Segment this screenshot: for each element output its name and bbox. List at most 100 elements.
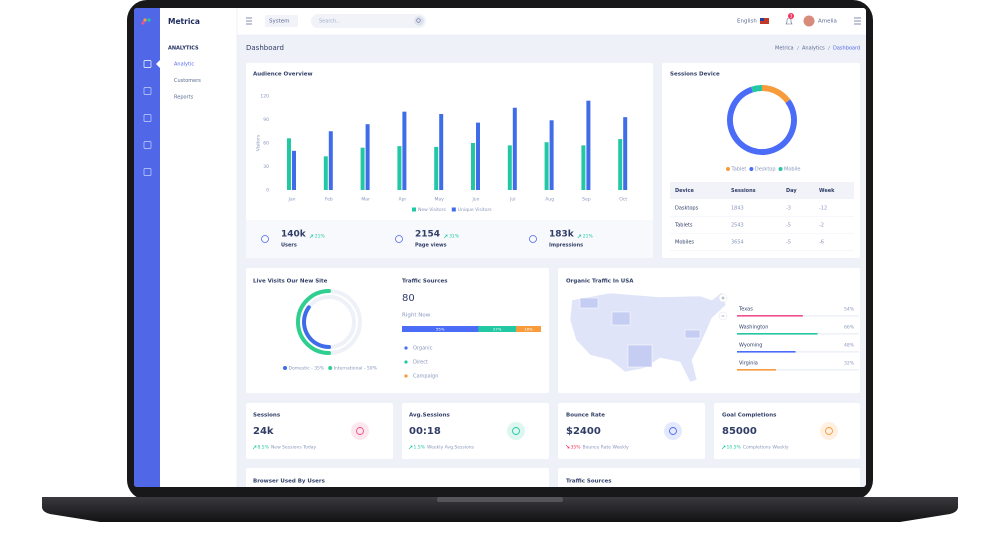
card-value: 85000: [722, 426, 757, 437]
legend-label: Domestic - 35%: [289, 366, 325, 372]
legend-swatch: [451, 207, 456, 212]
bar: [471, 143, 475, 190]
legend-label: Mobile: [784, 167, 800, 173]
table-header-cell: Sessions: [731, 188, 756, 194]
table-header-cell: Day: [786, 188, 797, 194]
table-cell: -2: [819, 223, 824, 229]
sidebar-icon[interactable]: [143, 114, 152, 122]
progress-segment: [515, 326, 541, 332]
y-axis-label: Visitors: [256, 134, 262, 151]
card-icon-bg: [507, 422, 525, 440]
donut-segment: [727, 86, 797, 155]
hbar: [737, 351, 796, 353]
region-value: 48%: [844, 343, 855, 349]
arrow-up: [252, 445, 257, 450]
progress-label: 27%: [493, 326, 502, 331]
search-box[interactable]: [311, 14, 426, 28]
arrow-up: [309, 234, 314, 239]
donut-segment: [761, 85, 791, 104]
bar: [618, 139, 623, 190]
legend-dot: [328, 366, 333, 370]
card: [246, 63, 653, 258]
region-label: Wyoming: [739, 343, 762, 349]
brand: Metrica: [168, 17, 200, 26]
bar: [586, 100, 591, 190]
card-icon-bg: [351, 422, 369, 440]
user-name[interactable]: Amelia: [818, 19, 837, 25]
table-cell: -6: [819, 240, 824, 246]
highlighted-state: [684, 329, 701, 339]
table-cell: -5: [786, 223, 791, 229]
card: [714, 403, 860, 459]
legend-label: Organic: [413, 346, 433, 352]
region-label: Texas: [738, 307, 753, 313]
stat-icon: [261, 235, 269, 243]
current-label: Right Now: [402, 313, 431, 319]
region-value: 54%: [844, 307, 855, 313]
menu-item[interactable]: Reports: [174, 95, 194, 101]
sidebar-icon[interactable]: [143, 168, 152, 176]
menu-item[interactable]: Customers: [174, 78, 201, 84]
current-value: 80: [402, 293, 415, 304]
card-icon: [356, 427, 364, 435]
laptop-notch: [437, 497, 563, 502]
search-icon: [416, 18, 421, 23]
search-button[interactable]: [414, 16, 424, 26]
sidebar-icon[interactable]: [143, 87, 152, 95]
stat-label: Impressions: [549, 243, 583, 249]
breadcrumb[interactable]: Analytics: [802, 46, 825, 52]
logo-dot: [143, 18, 147, 22]
donut-segment: [751, 85, 763, 93]
legend-dot: [778, 167, 783, 171]
breadcrumb-separator: [827, 45, 831, 51]
arrow-up: [408, 445, 413, 450]
system-dropdown[interactable]: [265, 15, 298, 27]
bar: [581, 145, 586, 190]
card-value: 00:18: [409, 426, 441, 437]
bar: [365, 124, 370, 190]
radial-bar: [296, 289, 331, 355]
menu-sidebar: [160, 8, 237, 487]
avatar[interactable]: [803, 15, 815, 27]
bar: [434, 146, 439, 190]
table-cell: -3: [786, 206, 791, 212]
bar: [402, 111, 407, 190]
logo-dot: [141, 21, 145, 25]
badge: [788, 13, 794, 19]
card-change: 35%: [571, 445, 582, 451]
sidebar-icon[interactable]: [143, 141, 152, 149]
menu-item[interactable]: Analytic: [174, 62, 194, 68]
stat-label: Page views: [415, 243, 447, 249]
bar: [549, 120, 554, 190]
hbar: [737, 315, 803, 317]
legend-label: Unique Visitors: [458, 207, 492, 213]
card-value: $2400: [566, 426, 601, 437]
card-title: Traffic Sources: [402, 279, 448, 285]
table-cell: Tablets: [674, 223, 693, 229]
menu-section: ANALYTICS: [168, 46, 199, 52]
x-tick-label: Aug: [545, 197, 554, 203]
card-change: 1.5%: [414, 445, 426, 451]
x-tick-label: May: [435, 197, 445, 203]
stat-value: 183k: [549, 230, 575, 240]
legend-dot: [283, 366, 287, 370]
legend-dot: [404, 374, 408, 378]
card-title: Avg.Sessions: [409, 413, 450, 419]
laptop-base: [42, 497, 958, 522]
bar: [323, 156, 328, 190]
x-tick-label: Jun: [471, 197, 479, 203]
card-note: Bounce Rate Weekly: [583, 445, 630, 451]
language[interactable]: English: [737, 19, 757, 25]
sidebar-icon[interactable]: [143, 60, 152, 68]
card-value: 24k: [253, 426, 274, 437]
table-header-cell: Device: [675, 188, 694, 194]
legend-dot: [404, 360, 408, 364]
y-tick-label: 60: [263, 141, 269, 147]
breadcrumb[interactable]: Metrica: [775, 46, 794, 52]
stat-icon: [395, 235, 403, 243]
bar: [287, 138, 291, 190]
bar-track: [737, 369, 859, 371]
logo-dot: [145, 21, 149, 25]
x-tick-label: Sep: [582, 197, 591, 203]
